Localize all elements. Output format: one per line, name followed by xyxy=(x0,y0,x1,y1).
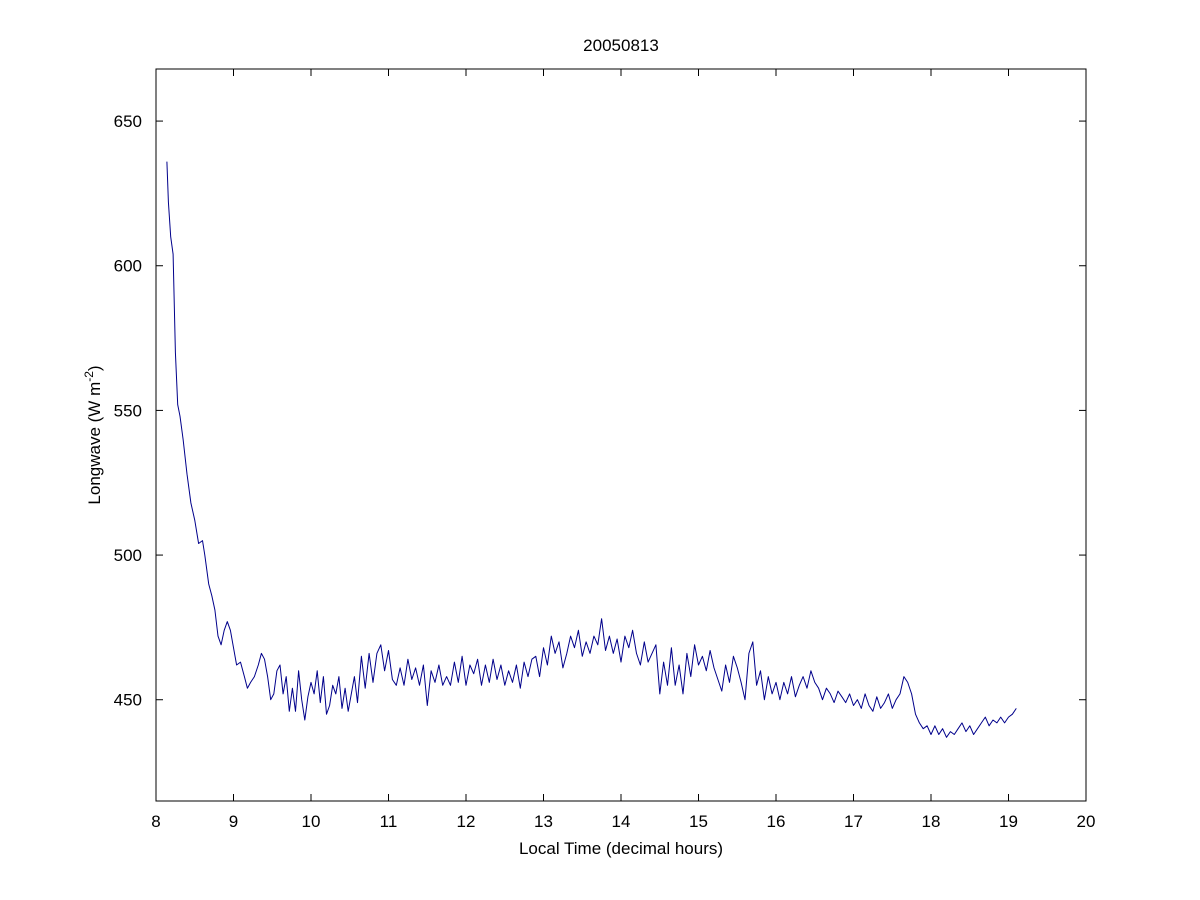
y-axis-label-text: Longwave (W m xyxy=(85,382,104,505)
x-tick-label: 13 xyxy=(534,812,553,831)
y-tick-label: 650 xyxy=(114,112,142,131)
y-tick-label: 550 xyxy=(114,401,142,420)
chart-title: 20050813 xyxy=(583,36,659,55)
y-tick-label: 600 xyxy=(114,257,142,276)
series-line xyxy=(166,161,1017,738)
x-tick-label: 8 xyxy=(151,812,160,831)
y-tick-labels: 450 500 550 600 650 xyxy=(114,112,142,710)
series-layer xyxy=(166,161,1017,738)
x-tick-label: 20 xyxy=(1077,812,1096,831)
axes-box xyxy=(155,68,1087,802)
x-tick-label: 12 xyxy=(457,812,476,831)
y-tick-label: 500 xyxy=(114,546,142,565)
x-tick-label: 17 xyxy=(844,812,863,831)
x-tick-labels: 8 9 10 11 12 13 14 15 16 17 18 19 20 xyxy=(151,812,1095,831)
x-tick-label: 14 xyxy=(612,812,631,831)
y-axis-label-superscript: -2 xyxy=(82,371,96,382)
x-tick-label: 9 xyxy=(229,812,238,831)
y-tick-label: 450 xyxy=(114,691,142,710)
x-tick-label: 15 xyxy=(689,812,708,831)
plot-area xyxy=(156,69,1086,801)
x-axis-label: Local Time (decimal hours) xyxy=(519,839,723,858)
x-tick-label: 16 xyxy=(767,812,786,831)
y-axis-label: Longwave (W m-2) xyxy=(82,365,104,504)
x-tick-label: 10 xyxy=(302,812,321,831)
x-tick-label: 11 xyxy=(380,812,398,831)
x-tick-label: 19 xyxy=(999,812,1018,831)
x-tick-label: 18 xyxy=(922,812,941,831)
y-axis-label-suffix: ) xyxy=(85,365,104,371)
y-tick-marks xyxy=(156,120,1086,701)
